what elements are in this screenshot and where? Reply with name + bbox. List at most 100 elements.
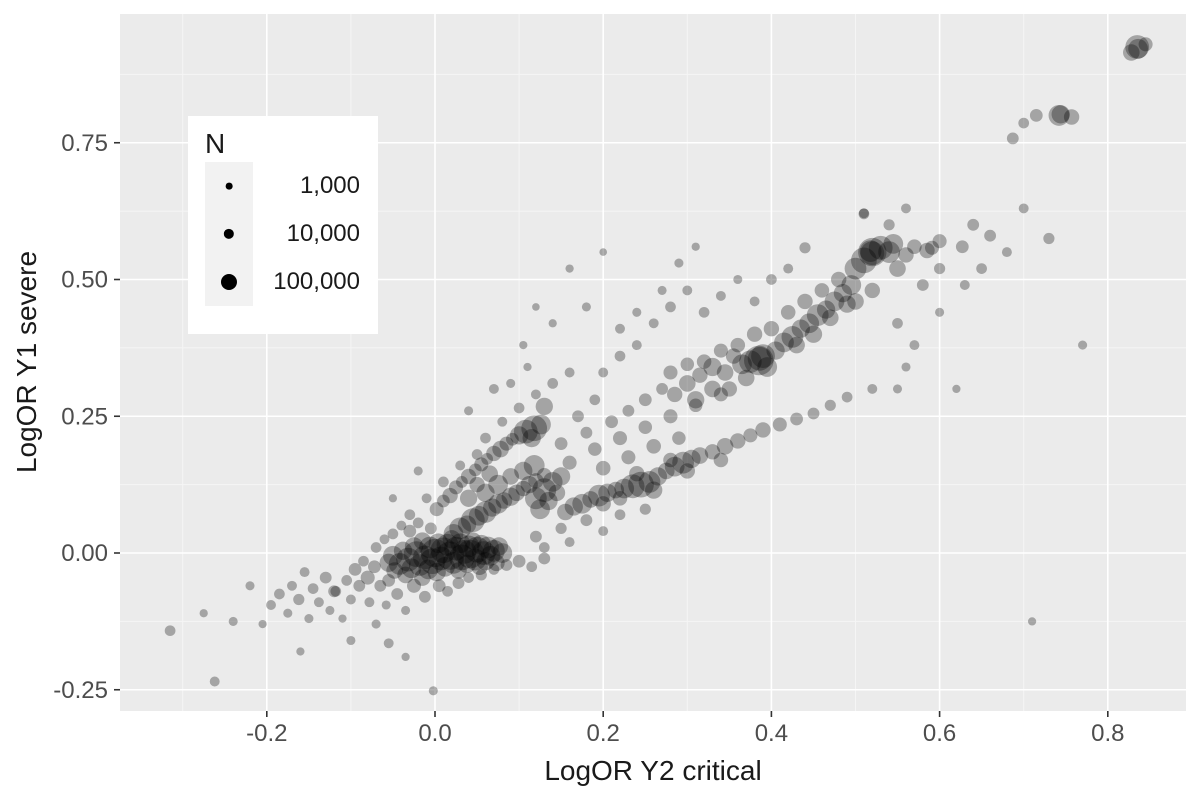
data-point [483, 498, 502, 517]
data-point [346, 635, 356, 646]
legend-size-dot-icon [220, 273, 238, 291]
data-point [450, 562, 467, 579]
data-point [502, 468, 519, 485]
data-point [396, 547, 421, 572]
y-tick-label: 0.00 [61, 540, 108, 567]
data-point [429, 502, 444, 517]
legend-rows: 1,000 10,000 100,000 [188, 162, 378, 306]
data-point [696, 354, 712, 369]
data-point [486, 445, 502, 462]
data-point [580, 514, 593, 527]
x-tick-label: -0.2 [246, 720, 287, 747]
data-point [386, 562, 403, 579]
data-point [822, 309, 839, 327]
data-point [713, 452, 729, 468]
data-point [665, 301, 676, 313]
data-point [721, 381, 737, 397]
data-point [401, 605, 411, 615]
data-point [605, 415, 618, 429]
data-point [892, 317, 903, 329]
data-point [488, 474, 508, 495]
data-point [703, 357, 722, 377]
data-point [656, 382, 669, 395]
legend-entry-label: 100,000 [273, 268, 360, 295]
y-tick-label: 0.50 [61, 267, 108, 294]
data-point [955, 240, 969, 254]
data-point [404, 537, 424, 556]
data-point [692, 367, 708, 383]
data-point [739, 350, 762, 373]
data-point [393, 541, 413, 560]
data-point [595, 460, 611, 476]
data-point [1048, 104, 1070, 126]
data-point [499, 436, 514, 451]
data-point [437, 494, 450, 508]
data-point [746, 326, 763, 342]
data-point [403, 541, 430, 567]
data-point [730, 433, 746, 449]
data-point [283, 608, 293, 618]
data-point [325, 605, 335, 615]
data-point [413, 466, 423, 476]
data-point [588, 484, 610, 507]
data-point [531, 414, 551, 435]
data-point [716, 438, 734, 455]
data-point [814, 283, 830, 298]
data-point [409, 554, 431, 576]
data-point [858, 208, 870, 220]
data-point [455, 475, 468, 488]
data-point [388, 494, 398, 503]
data-point [464, 548, 487, 571]
data-point [907, 239, 922, 254]
data-point [488, 564, 500, 575]
data-point [442, 530, 461, 549]
data-point [412, 545, 437, 570]
data-point [515, 480, 531, 497]
data-point [428, 533, 449, 554]
data-point [538, 542, 550, 553]
data-point [330, 585, 342, 597]
data-point [1125, 35, 1150, 59]
data-point [368, 560, 381, 574]
data-point [737, 369, 755, 387]
data-point [766, 341, 785, 360]
data-point [932, 234, 947, 249]
data-point [442, 487, 458, 504]
axis-tick-labels: -0.2 0.0 0.2 0.4 0.6 0.8 -0.25 0.00 0.25 0.50 0.75 [53, 130, 1124, 747]
data-point [1051, 105, 1070, 124]
data-point [424, 522, 437, 535]
data-point [406, 578, 422, 593]
data-point [514, 461, 533, 481]
data-point [716, 364, 734, 381]
data-point [781, 326, 804, 348]
legend-entry: 10,000 [188, 210, 378, 258]
data-point [883, 219, 895, 231]
data-point [412, 517, 424, 529]
data-point [744, 345, 774, 376]
data-point [663, 452, 678, 468]
data-point [435, 556, 455, 577]
data-point [381, 600, 391, 610]
data-point [648, 467, 668, 486]
data-point [664, 456, 685, 477]
y-axis-title: LogOR Y1 severe [11, 251, 42, 473]
data-point [370, 542, 382, 553]
data-point [442, 551, 465, 574]
data-point [698, 306, 710, 318]
data-point [345, 594, 356, 605]
data-point [418, 590, 431, 603]
data-point [557, 503, 574, 521]
data-point [428, 546, 453, 571]
data-point [598, 367, 609, 378]
data-point [646, 439, 661, 454]
data-point [396, 520, 407, 531]
data-point [751, 344, 775, 369]
data-point [868, 235, 893, 260]
data-point [438, 476, 449, 488]
data-point [790, 412, 803, 426]
data-point [1018, 117, 1030, 129]
data-point [967, 218, 980, 231]
data-point [572, 493, 593, 514]
data-point [512, 554, 526, 568]
data-point [537, 468, 552, 483]
